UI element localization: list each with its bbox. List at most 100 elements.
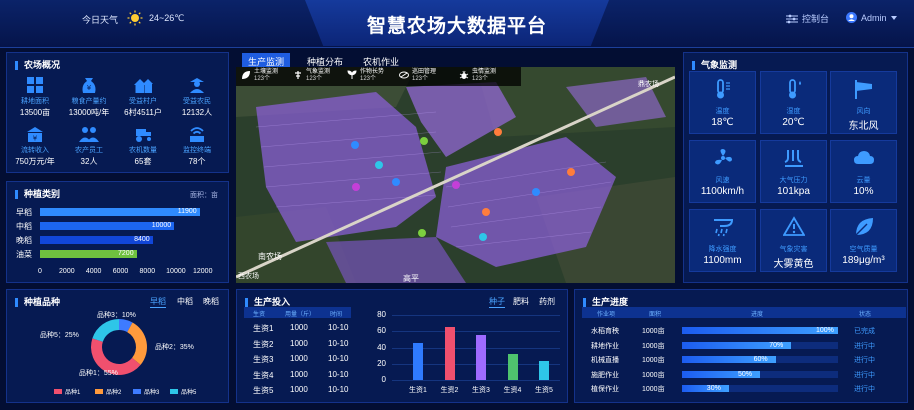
inputs-cell: 1000 (290, 338, 308, 348)
overview-item: 受益村户 6村4511户 (116, 76, 170, 118)
input-tab-fertilizer[interactable]: 肥料 (513, 297, 529, 306)
progress-col-header: 面积 (649, 312, 662, 318)
weather-label: 气象灾害 (779, 246, 808, 253)
inputs-bar-category: 生资2 (440, 387, 459, 394)
weather-value: 1100km/h (700, 186, 745, 197)
svg-text:¥: ¥ (87, 84, 92, 92)
overview-value: 32人 (80, 157, 98, 166)
inputs-cell: 10-10 (328, 369, 349, 379)
machine-icon (136, 129, 151, 142)
weather-card-air-quality: 空气质量 189μg/m³ (830, 209, 897, 272)
progress-item-name: 耕地作业 (591, 342, 619, 350)
inputs-axis-tick: 20 (377, 358, 386, 368)
monitor-icon (190, 127, 204, 142)
progress-percent: 70% (769, 341, 784, 349)
warning-icon (783, 216, 805, 236)
console-button[interactable]: 控制台 (786, 12, 829, 25)
layer-count: 123个 (254, 76, 271, 82)
progress-status: 进行中 (854, 371, 875, 379)
wind-direction-icon (855, 80, 872, 99)
crop-bar-value: 10000 (151, 222, 172, 229)
fan-icon (715, 149, 732, 165)
crop-axis-tick: 8000 (139, 268, 156, 275)
progress-percent: 30% (706, 385, 721, 392)
progress-item-area: 1000亩 (642, 371, 665, 379)
pest-icon (459, 70, 469, 79)
layer-label: 作物长势 (360, 69, 385, 75)
weather-value: 189μg/m³ (842, 255, 885, 266)
weather-label: 湿度 (786, 108, 801, 115)
rain-icon (714, 219, 734, 237)
weather-card-weather-disaster: 气象灾害 大雾黄色 (760, 209, 827, 272)
inputs-cell: 1000 (290, 354, 308, 363)
soil-monitor-icon (242, 71, 250, 79)
donut-slice-label: 品种3：10% (97, 312, 136, 319)
legend-swatch (54, 389, 62, 394)
top-header (0, 0, 914, 48)
overview-item: ¥ 流转收入 750万元/年 (8, 125, 62, 167)
input-tab-pesticide[interactable]: 药剂 (539, 297, 555, 306)
inputs-bar-category: 生资5 (535, 387, 553, 394)
inputs-gridline (392, 315, 560, 316)
layer-count: 123个 (306, 76, 323, 82)
variety-tab-late-rice[interactable]: 晚稻 (203, 297, 219, 306)
legend-swatch (170, 389, 178, 394)
layer-count: 123个 (472, 76, 489, 82)
progress-percent: 50% (738, 370, 753, 378)
layer-count: 123个 (412, 76, 429, 82)
overview-item: 耕地面积 13500亩 (8, 76, 62, 118)
admin-menu[interactable]: Admin (846, 12, 897, 23)
inputs-cell: 生资1 (253, 324, 274, 333)
inputs-cell: 1000 (290, 385, 308, 394)
donut-slice-label: 品种2：35% (155, 344, 194, 351)
field-icon (27, 77, 43, 93)
crop-bar: 10000 (40, 222, 175, 230)
overview-item: 受益农民 12132人 (170, 76, 224, 118)
weather-value: 大雾黄色 (773, 259, 814, 270)
progress-track: 70% (682, 341, 838, 349)
tab-production-monitoring[interactable]: 生产监测 (242, 53, 291, 70)
inputs-axis-tick: 0 (381, 375, 386, 384)
progress-bar (682, 327, 838, 334)
progress-table-header (582, 307, 906, 318)
weather-label: 风向 (856, 108, 871, 115)
layer-label: 气象监测 (306, 69, 331, 75)
weather-card-pressure: 大气压力 101kpa (760, 140, 827, 203)
progress-track: 100% (682, 327, 838, 334)
overview-value: 78个 (188, 157, 206, 166)
input-tab-seeds[interactable]: 种子 (489, 297, 505, 308)
layer-label: 巡田管理 (412, 69, 437, 75)
weather-value: 20℃ (782, 117, 805, 128)
inputs-bar (413, 343, 423, 380)
progress-item-name: 水稻育秧 (591, 328, 619, 335)
overview-value: 13500亩 (19, 108, 51, 117)
map-place-label: 西农场 (238, 273, 259, 280)
layer-count: 123个 (360, 76, 377, 82)
progress-item-area: 1000亩 (642, 328, 665, 335)
inputs-cell: 1000 (290, 369, 308, 379)
weather-monitoring-title: 气象监测 (692, 61, 737, 70)
farm-map[interactable]: 南农场 鼎农场 高平 西农场 土壤监测 123个 气象监测 123个 作物长势 … (236, 67, 675, 283)
legend-label: 品种5 (181, 390, 197, 396)
weather-label: 大气压力 (779, 177, 808, 184)
tab-machinery-operations[interactable]: 农机作业 (363, 57, 400, 67)
inputs-bar-category: 生资1 (409, 387, 427, 394)
inputs-gridline (392, 380, 560, 381)
donut-legend-item: 品种1 (54, 387, 80, 396)
inputs-axis-tick: 60 (377, 326, 386, 336)
tab-planting-distribution[interactable]: 种植分布 (307, 57, 344, 67)
inputs-bar (476, 335, 486, 380)
village-icon (134, 79, 153, 93)
temperature-range: 24~26℃ (149, 13, 185, 23)
inputs-bar-category: 生资4 (503, 387, 522, 394)
console-label: 控制台 (802, 14, 830, 24)
income-icon: ¥ (27, 127, 43, 143)
weather-value: 18℃ (711, 117, 734, 128)
progress-item-name: 施肥作业 (591, 371, 619, 379)
today-weather-label: 今日天气 (82, 15, 119, 25)
variety-tab-mid-rice[interactable]: 中稻 (177, 297, 193, 306)
crop-bar-category: 晚稻 (16, 236, 32, 245)
progress-item-area: 1000亩 (642, 342, 665, 350)
variety-tab-early-rice[interactable]: 早稻 (150, 297, 166, 308)
svg-text:¥: ¥ (33, 135, 38, 143)
